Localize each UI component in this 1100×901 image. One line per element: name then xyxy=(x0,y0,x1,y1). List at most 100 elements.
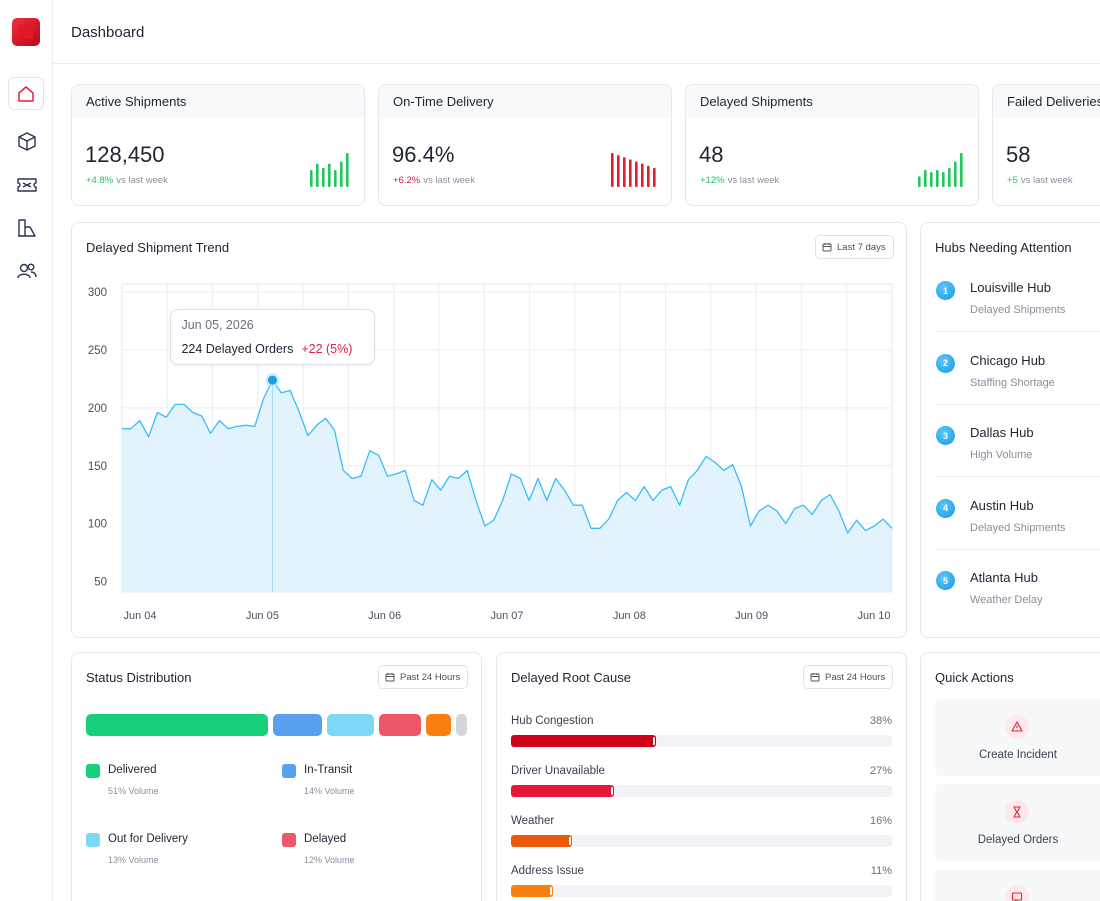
kpi-delta: +6.2% xyxy=(393,175,421,186)
legend-swatch xyxy=(86,764,100,778)
hub-reason: Staffing Shortage xyxy=(970,376,1055,389)
x-tick-label: Jun 04 xyxy=(123,610,156,622)
kpi-delta-row: +6.2% vs last week xyxy=(393,175,475,186)
cause-label: Driver Unavailable xyxy=(511,765,605,777)
hub-name: Louisville Hub xyxy=(970,280,1051,295)
hub-rank: 5 xyxy=(936,571,955,590)
card-title: Delayed Shipment Trend xyxy=(86,240,230,255)
quick-action[interactable] xyxy=(935,869,1100,901)
separator xyxy=(935,548,1100,550)
spark-bar xyxy=(611,153,614,187)
x-tick-label: Jun 09 xyxy=(735,610,768,622)
home-icon xyxy=(18,86,34,102)
kpi-header xyxy=(379,85,671,118)
spark-bar xyxy=(334,170,337,187)
bar-cap xyxy=(548,886,553,896)
range-button[interactable]: Past 24 Hours xyxy=(803,665,894,689)
legend-swatch xyxy=(282,764,296,778)
legend-label: Delivered xyxy=(108,764,157,776)
nav-building[interactable] xyxy=(16,217,38,239)
quick-action[interactable]: Create Incident xyxy=(935,699,1100,776)
status-segment xyxy=(378,714,422,736)
action-icon xyxy=(1005,800,1029,824)
sparkline xyxy=(918,153,963,187)
cause-bar xyxy=(511,735,656,747)
hub-name: Dallas Hub xyxy=(970,425,1034,440)
cause-value: 38% xyxy=(869,715,892,727)
icon xyxy=(1011,892,1023,901)
sparkline xyxy=(310,153,349,187)
range-button[interactable]: Past 24 Hours xyxy=(378,665,469,689)
hub-reason: High Volume xyxy=(970,449,1033,461)
quick-actions-card: Quick Actions Create Incident Delayed Ord… xyxy=(920,652,1100,901)
action-label: Create Incident xyxy=(979,749,1057,761)
area xyxy=(122,380,892,592)
status-segment xyxy=(86,714,268,736)
spark-bar xyxy=(617,155,620,187)
kpi-header xyxy=(993,85,1100,118)
card-title: Delayed Root Cause xyxy=(511,670,631,685)
nav-users[interactable] xyxy=(16,260,38,282)
x-tick-label: Jun 08 xyxy=(613,610,646,622)
nav-ticket[interactable] xyxy=(16,174,38,196)
status-segment xyxy=(327,714,374,736)
quick-action[interactable]: Delayed Orders xyxy=(935,784,1100,861)
nav-home[interactable] xyxy=(8,77,44,110)
card-title: Status Distribution xyxy=(86,670,192,685)
kpi-label: Delayed Shipments xyxy=(700,94,813,109)
tooltip-change: +22 (5%) xyxy=(301,342,353,357)
page-title: Dashboard xyxy=(71,24,145,41)
logo[interactable] xyxy=(12,18,40,46)
range-label: Past 24 Hours xyxy=(825,671,886,683)
nav-box[interactable] xyxy=(16,131,38,153)
bar-cap xyxy=(651,736,656,746)
icon xyxy=(1011,721,1023,732)
hubs-card: Hubs Needing Attention 1 Louisville Hub De… xyxy=(920,222,1100,638)
spark-bar xyxy=(954,161,957,187)
cause-label: Address Issue xyxy=(511,865,584,877)
y-tick-label: 250 xyxy=(88,345,107,357)
spark-bar xyxy=(340,161,343,187)
y-tick-label: 200 xyxy=(88,403,107,415)
legend-value: 51% Volume xyxy=(108,786,159,796)
spark-bar xyxy=(328,163,331,187)
spark-bar xyxy=(647,165,650,187)
action-icon xyxy=(1005,715,1029,739)
hub-reason: Delayed Shipments xyxy=(970,521,1066,534)
kpi-delta-row: +12% vs last week xyxy=(700,175,779,186)
kpi-value: 96.4% xyxy=(392,142,455,167)
spark-bar xyxy=(629,159,632,187)
kpi-delta-row: +4.8% vs last week xyxy=(86,175,168,186)
cause-track xyxy=(511,835,892,847)
y-tick-label: 300 xyxy=(88,287,107,299)
hub-rank: 1 xyxy=(936,281,955,300)
calendar-icon xyxy=(822,243,832,252)
kpi-card: Failed Deliveries 58 +5 vs last week xyxy=(992,84,1100,206)
kpi-label: Active Shipments xyxy=(86,94,187,109)
x-tick-label: Jun 10 xyxy=(857,610,890,622)
tooltip: Jun 05, 2026 224 Delayed Orders +22 (5%) xyxy=(170,309,376,366)
spark-bar xyxy=(918,176,921,187)
hub-name: Chicago Hub xyxy=(970,352,1046,368)
spark-bar xyxy=(635,161,638,187)
kpi-value: 48 xyxy=(699,142,724,167)
legend-value: 14% Volume xyxy=(304,786,355,796)
separator xyxy=(935,331,1100,332)
action-label: Delayed Orders xyxy=(977,834,1059,846)
legend-value: 12% Volume xyxy=(304,855,355,865)
card-title: Quick Actions xyxy=(935,670,1014,685)
cause-label: Weather xyxy=(511,815,555,827)
cause-value: 11% xyxy=(870,865,892,877)
hub-name: Atlanta Hub xyxy=(970,570,1038,585)
spark-bar xyxy=(653,167,656,187)
spark-bar xyxy=(942,172,945,187)
kpi-header xyxy=(686,85,978,118)
hub-rank: 3 xyxy=(936,426,955,445)
kpi-header xyxy=(72,85,364,118)
hub-rank: 2 xyxy=(936,353,955,373)
y-tick-label: 100 xyxy=(88,519,107,531)
range-button[interactable]: Last 7 days xyxy=(815,235,894,259)
tooltip-date: Jun 05, 2026 xyxy=(181,318,254,333)
spark-bar xyxy=(316,163,319,187)
